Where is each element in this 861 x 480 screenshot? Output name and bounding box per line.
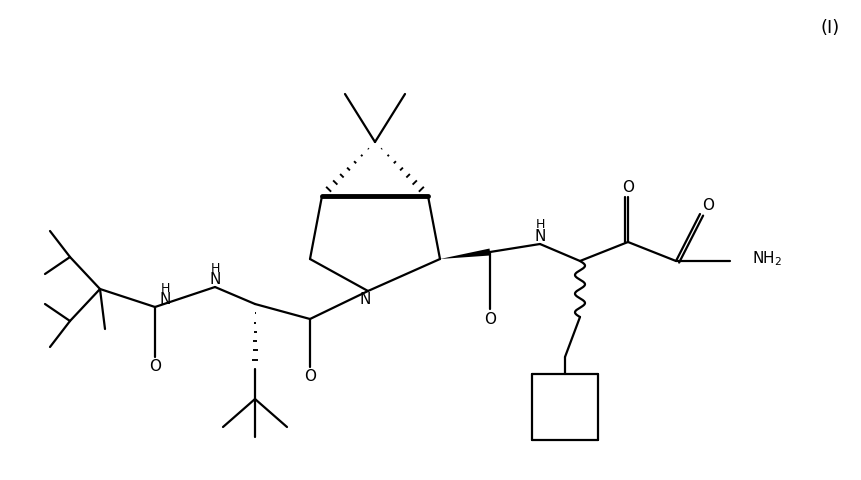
Text: O: O [149,359,161,374]
Text: O: O [702,197,714,212]
Text: H: H [160,281,170,294]
Text: (I): (I) [821,19,839,37]
Text: H: H [536,218,545,231]
Text: N: N [359,292,371,307]
Text: O: O [622,180,634,195]
Text: N: N [535,229,546,244]
Text: O: O [484,311,496,326]
Text: N: N [209,272,220,287]
Text: NH$_2$: NH$_2$ [752,249,782,268]
Text: H: H [210,261,220,274]
Text: O: O [304,369,316,384]
Polygon shape [440,249,491,260]
Text: N: N [159,292,170,307]
